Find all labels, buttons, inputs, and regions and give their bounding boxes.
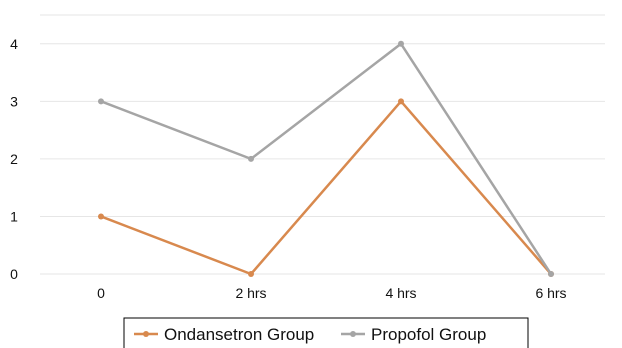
legend-marker	[350, 331, 356, 337]
data-point	[398, 98, 404, 105]
series-propofol-group	[98, 40, 554, 277]
data-point	[398, 40, 404, 47]
series-line	[100, 42, 553, 275]
legend: Ondansetron Group Propofol Group	[123, 317, 529, 348]
legend-label: Ondansetron Group	[164, 325, 314, 344]
x-tick-label: 2 hrs	[235, 285, 266, 301]
data-point	[98, 98, 104, 105]
legend-item: Ondansetron Group	[134, 325, 314, 344]
legend-item: Propofol Group	[341, 325, 486, 344]
legend-marker	[143, 331, 149, 337]
y-tick-label: 4	[10, 36, 18, 52]
data-point	[548, 271, 554, 277]
y-tick-label: 2	[10, 151, 18, 167]
data-point	[248, 155, 254, 162]
x-tick-label: 0	[97, 285, 105, 301]
series-lines	[98, 40, 554, 277]
y-tick-label: 3	[10, 93, 18, 109]
legend-label: Propofol Group	[371, 325, 486, 344]
y-tick-label: 0	[10, 266, 18, 282]
data-point	[248, 271, 254, 277]
y-tick-label: 1	[10, 208, 18, 224]
x-tick-label: 6 hrs	[535, 285, 566, 301]
x-axis-ticks: 0 2 hrs 4 hrs 6 hrs	[97, 285, 566, 301]
gridlines	[40, 14, 605, 275]
x-tick-label: 4 hrs	[385, 285, 416, 301]
series-line	[100, 100, 552, 276]
data-point	[98, 213, 104, 220]
legend-box	[123, 317, 529, 348]
y-axis-ticks: 0 1 2 3 4	[10, 36, 18, 282]
